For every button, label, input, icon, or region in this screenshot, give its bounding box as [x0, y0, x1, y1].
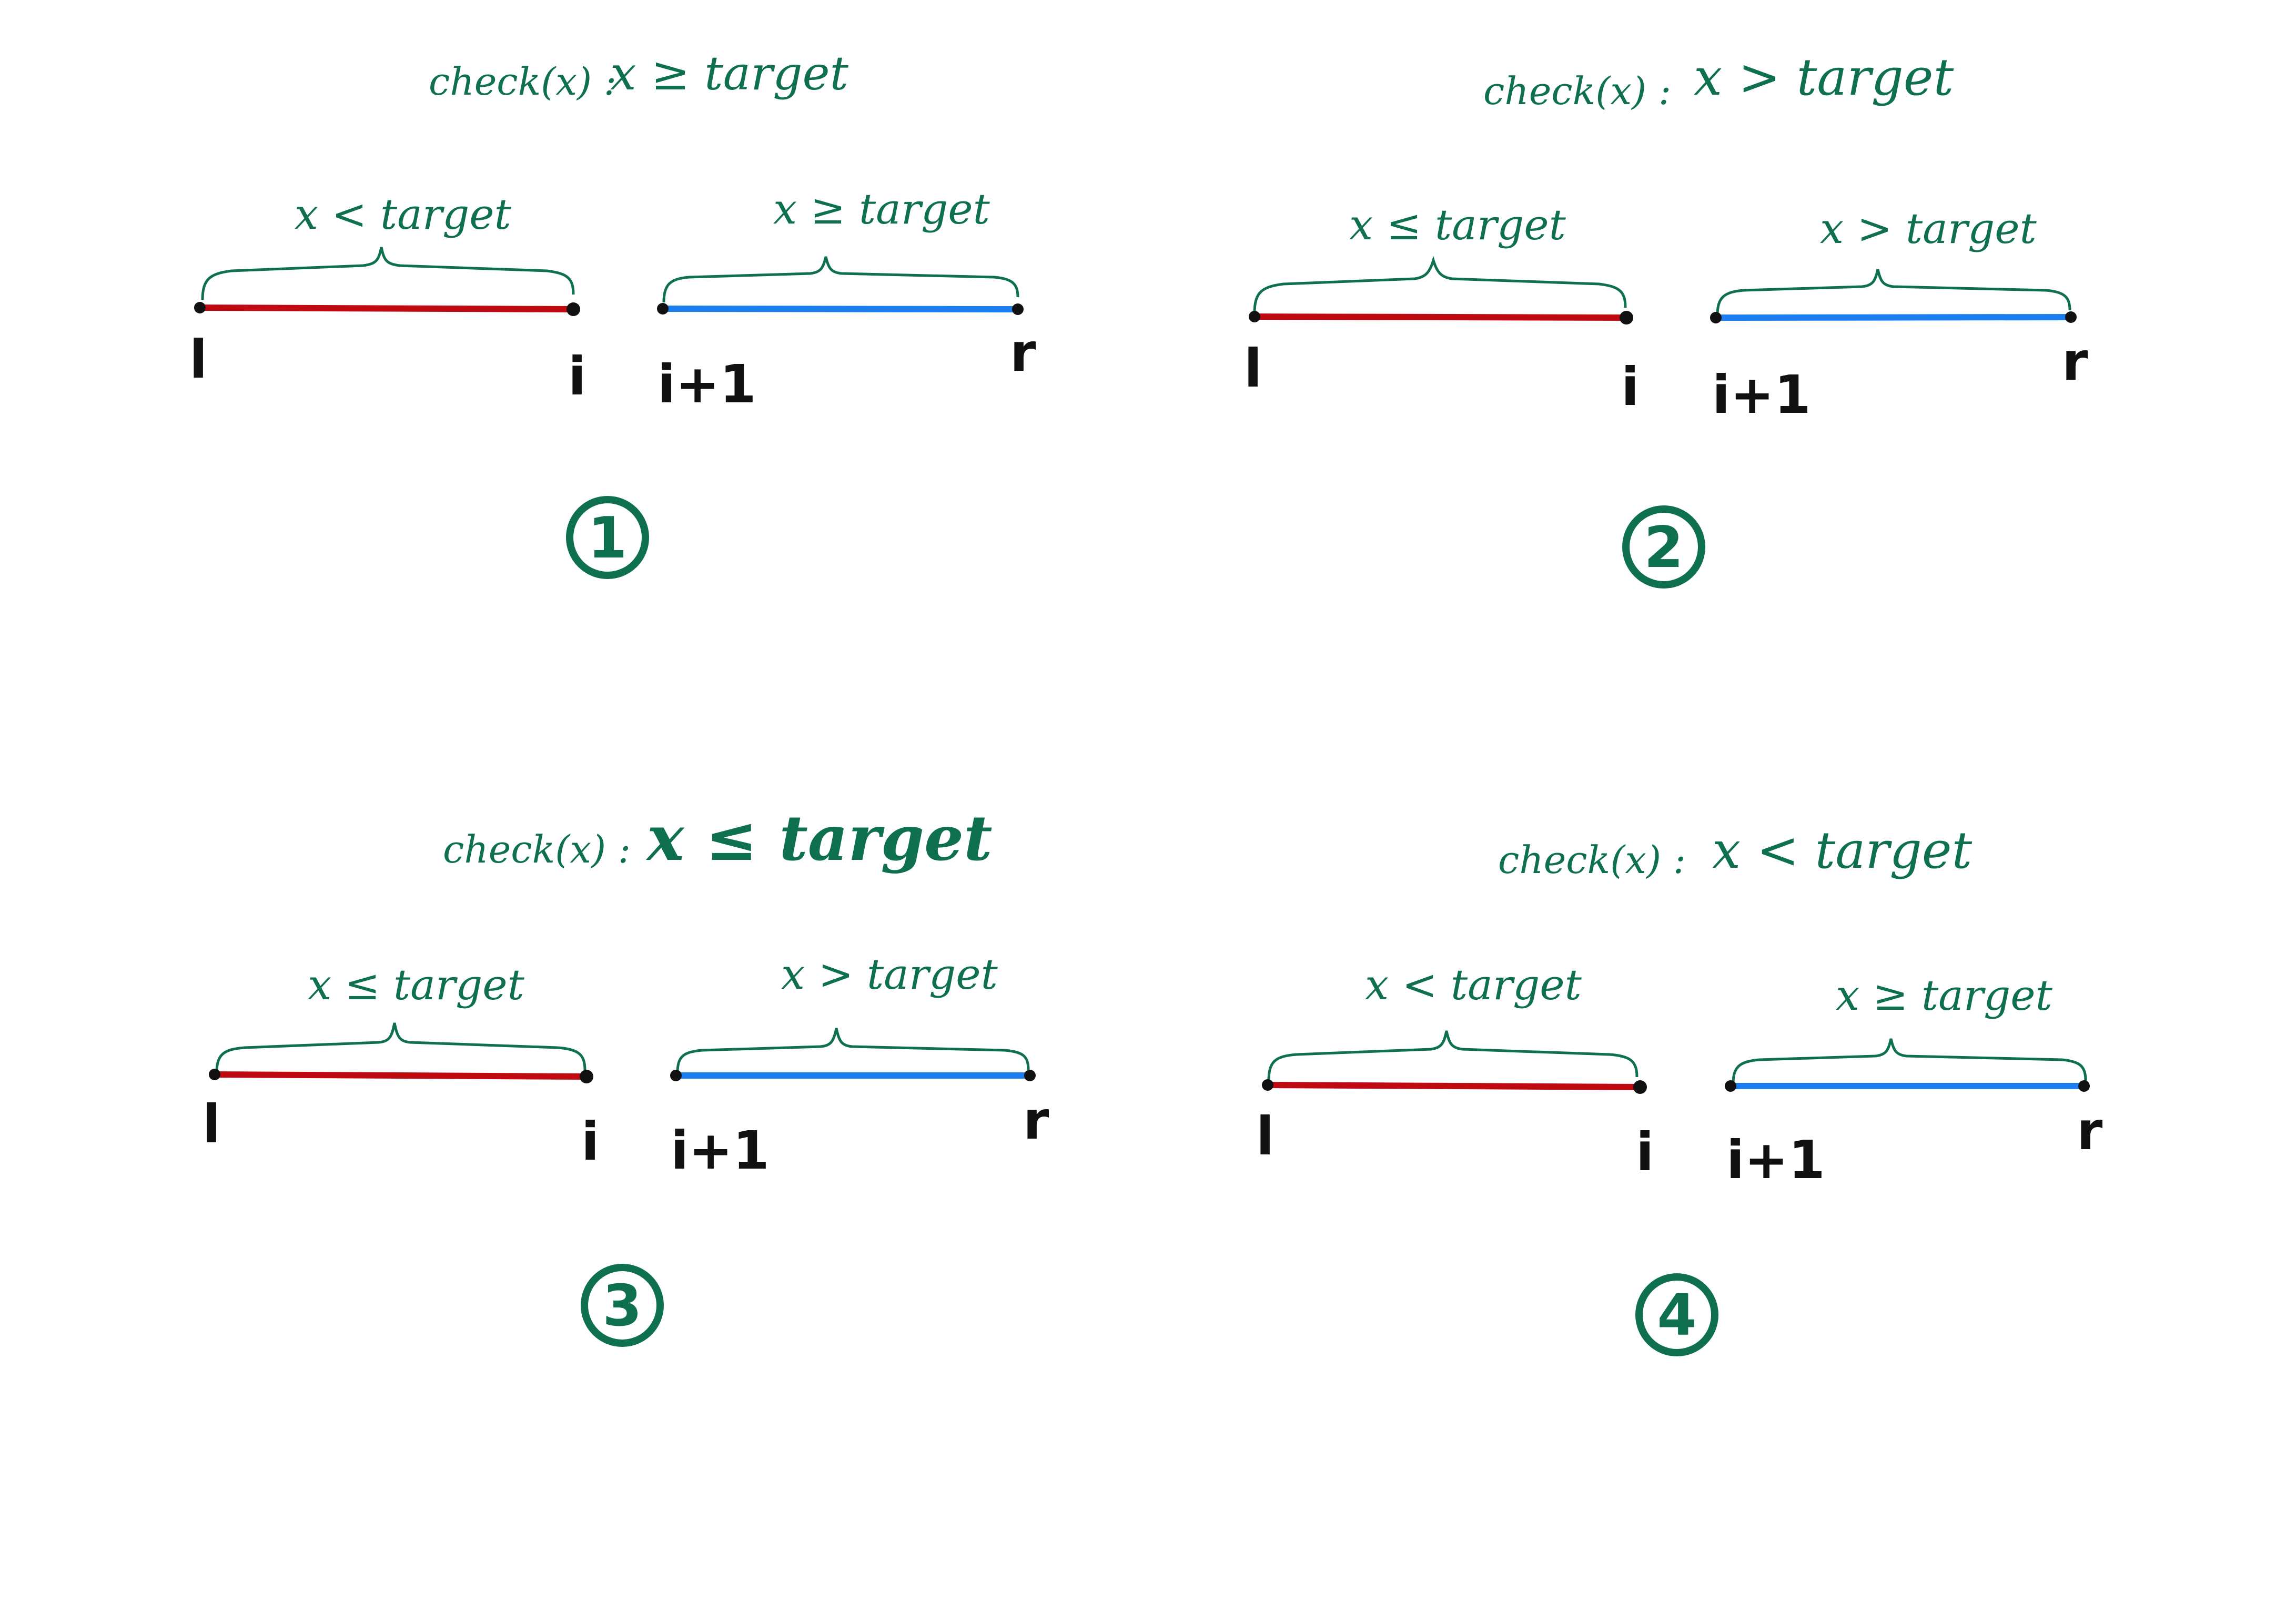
endpoint-i1 — [657, 303, 669, 315]
panel-2: check(x) : x > target x ≤ target x > tar… — [1244, 48, 2088, 589]
panel-number: 2 — [1644, 515, 1683, 581]
endpoint-i — [567, 302, 580, 316]
left-brace — [201, 247, 575, 300]
right-brace — [676, 1028, 1030, 1073]
check-condition: x ≥ target — [610, 46, 849, 100]
panel-number-circle — [1635, 1273, 1718, 1356]
right-brace — [1732, 1038, 2087, 1084]
check-label: check(x) : — [443, 827, 631, 871]
endpoint-i1 — [1710, 312, 1722, 323]
panel-4: check(x) : x < target x < target x ≥ tar… — [1256, 821, 2103, 1356]
endpoint-l — [194, 302, 206, 313]
panel-1: check(x) : x ≥ target x < target x ≥ tar… — [189, 46, 1036, 579]
red-segment — [197, 305, 576, 312]
point-r-label: r — [2077, 1100, 2103, 1162]
left-brace-label: x ≤ target — [1349, 200, 1566, 249]
point-i1-label: i+1 — [1712, 364, 1811, 425]
panel-number-circle — [566, 496, 649, 579]
check-label: check(x) : — [1498, 838, 1686, 882]
endpoint-i — [1620, 311, 1633, 324]
point-i1-label: i+1 — [1726, 1129, 1825, 1191]
endpoint-i — [1633, 1080, 1647, 1094]
panel-number: 1 — [588, 505, 627, 571]
right-brace-label: x > target — [781, 950, 998, 999]
point-i1-label: i+1 — [658, 353, 756, 415]
red-segment — [1251, 313, 1630, 321]
endpoint-l — [1262, 1079, 1273, 1091]
red-segment — [1265, 1082, 1643, 1090]
endpoint-r — [2078, 1080, 2090, 1092]
check-label: check(x) : — [429, 59, 616, 104]
point-l-label: l — [1256, 1105, 1274, 1167]
left-brace-label: x < target — [1365, 960, 1582, 1009]
point-i-label: i — [568, 346, 586, 407]
point-i-label: i — [1636, 1121, 1654, 1183]
red-segment — [211, 1071, 590, 1080]
endpoint-l — [1249, 311, 1260, 322]
panel-number: 4 — [1657, 1283, 1696, 1348]
point-l-label: l — [1244, 338, 1262, 399]
endpoint-l — [209, 1069, 220, 1080]
check-condition: x < target — [1712, 821, 1973, 880]
point-r-label: r — [1023, 1090, 1049, 1151]
left-brace-label: x ≤ target — [308, 960, 525, 1009]
check-label: check(x) : — [1483, 69, 1671, 113]
blue-segment — [1713, 314, 2074, 321]
endpoint-i1 — [1725, 1080, 1736, 1092]
left-brace-label: x < target — [295, 190, 512, 239]
endpoint-r — [1012, 303, 1024, 315]
point-i-label: i — [1621, 356, 1639, 418]
right-brace — [662, 256, 1019, 303]
endpoint-r — [2065, 311, 2077, 323]
endpoint-i1 — [670, 1070, 682, 1081]
endpoint-r — [1024, 1070, 1036, 1081]
right-brace-label: x ≥ target — [773, 185, 990, 234]
panel-number-circle — [581, 1264, 664, 1347]
left-brace — [1267, 1030, 1638, 1081]
left-brace — [215, 1022, 586, 1073]
point-l-label: l — [203, 1093, 220, 1155]
right-brace-label: x ≥ target — [1836, 971, 2053, 1020]
right-brace — [1716, 269, 2071, 316]
panel-number-circle — [1622, 505, 1705, 589]
panel-3: check(x) : x ≤ target x ≤ target x > tar… — [203, 802, 1049, 1347]
check-condition: x > target — [1694, 48, 1954, 107]
point-r-label: r — [1010, 322, 1036, 383]
point-l-label: l — [189, 329, 207, 390]
point-r-label: r — [2062, 331, 2088, 392]
point-i1-label: i+1 — [671, 1120, 770, 1181]
check-condition: x ≤ target — [645, 802, 993, 875]
panel-number: 3 — [602, 1273, 642, 1339]
right-brace-label: x > target — [1820, 204, 2037, 253]
left-brace — [1253, 256, 1627, 313]
point-i-label: i — [581, 1111, 599, 1172]
endpoint-i — [580, 1070, 593, 1083]
